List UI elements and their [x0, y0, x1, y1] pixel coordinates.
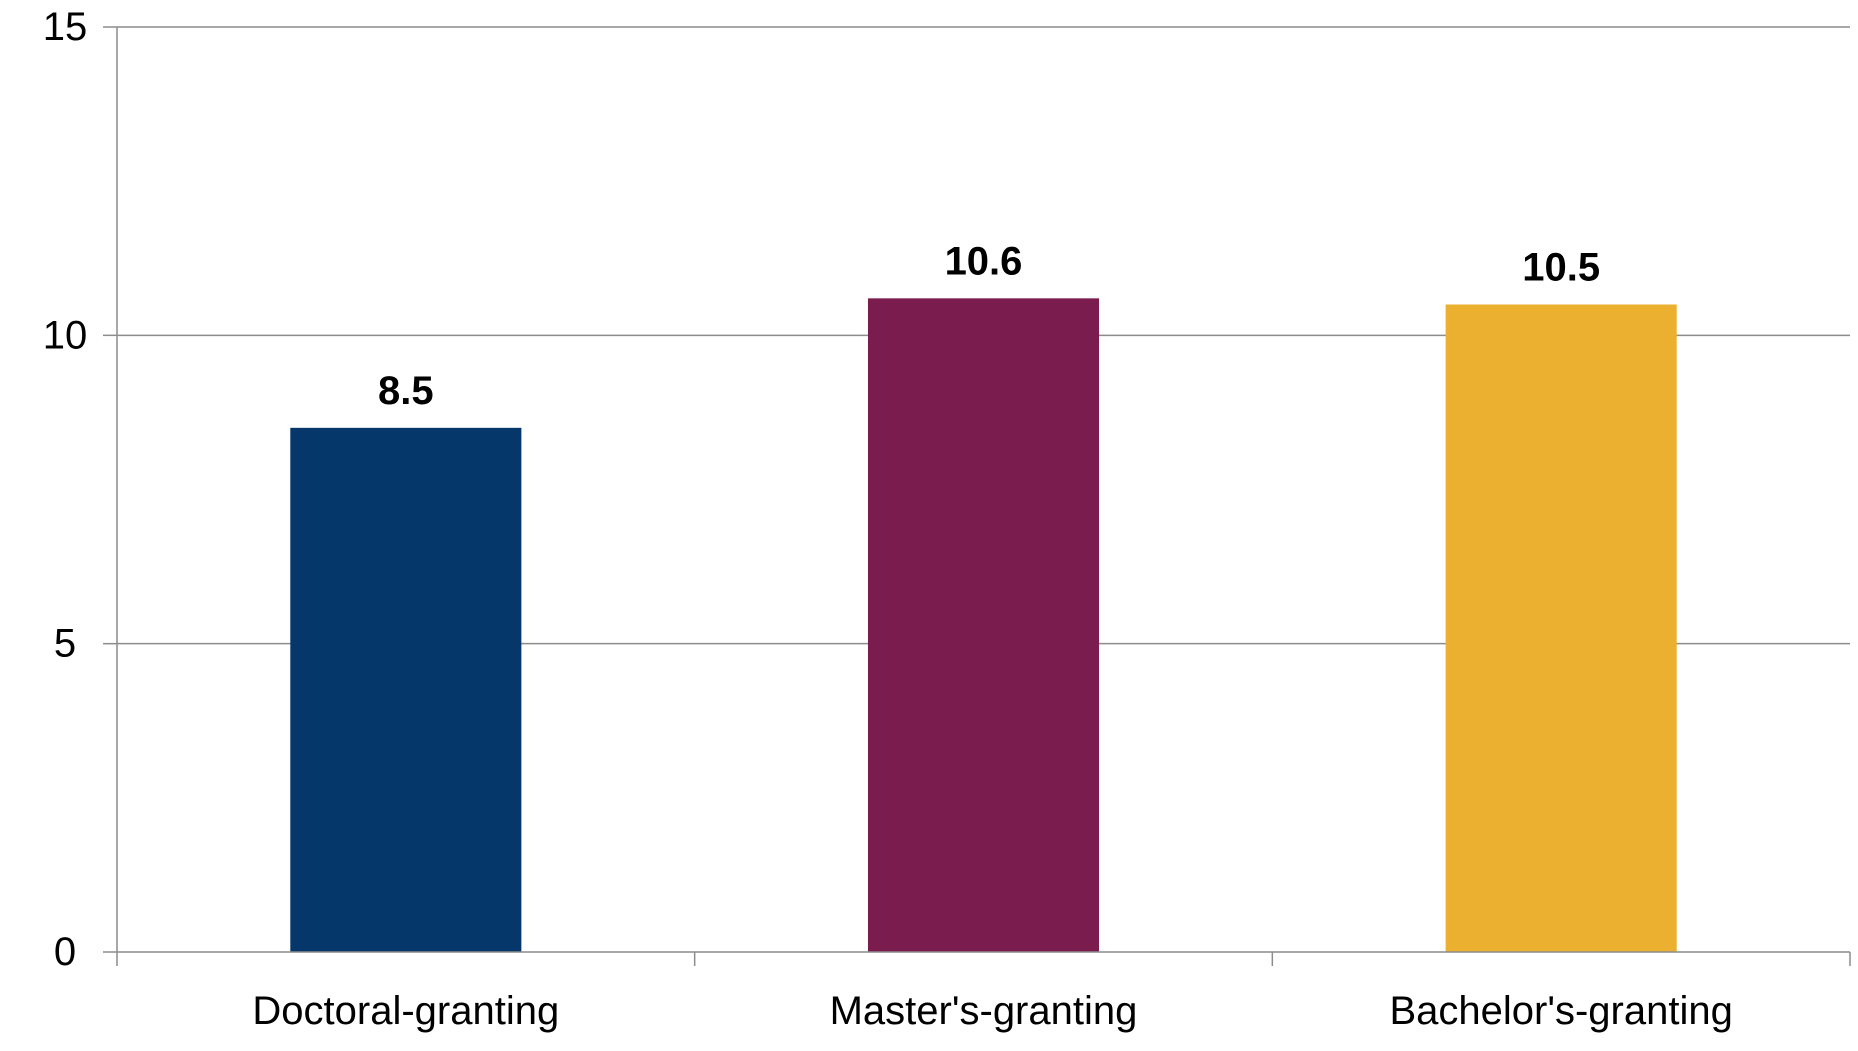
- axes: [103, 26, 1851, 966]
- bar-2: [1445, 304, 1677, 952]
- y-tick-label: 15: [43, 5, 88, 49]
- y-tick-label: 5: [54, 622, 76, 666]
- x-category-label: Bachelor's-granting: [1389, 989, 1732, 1033]
- bars: [290, 298, 1677, 952]
- data-label: 10.6: [945, 239, 1023, 283]
- y-tick-label: 10: [43, 313, 88, 357]
- data-label: 10.5: [1522, 246, 1600, 290]
- x-category-label: Doctoral-granting: [252, 989, 559, 1033]
- x-category-label: Master's-granting: [830, 989, 1138, 1033]
- y-tick-label: 0: [54, 930, 76, 974]
- data-label: 8.5: [378, 369, 434, 413]
- bar-1: [867, 298, 1100, 952]
- labels: 0 5 10 15 8.5 Doctoral-granting 10.6 Master's-g…: [43, 5, 1733, 1033]
- bar-0: [290, 427, 522, 952]
